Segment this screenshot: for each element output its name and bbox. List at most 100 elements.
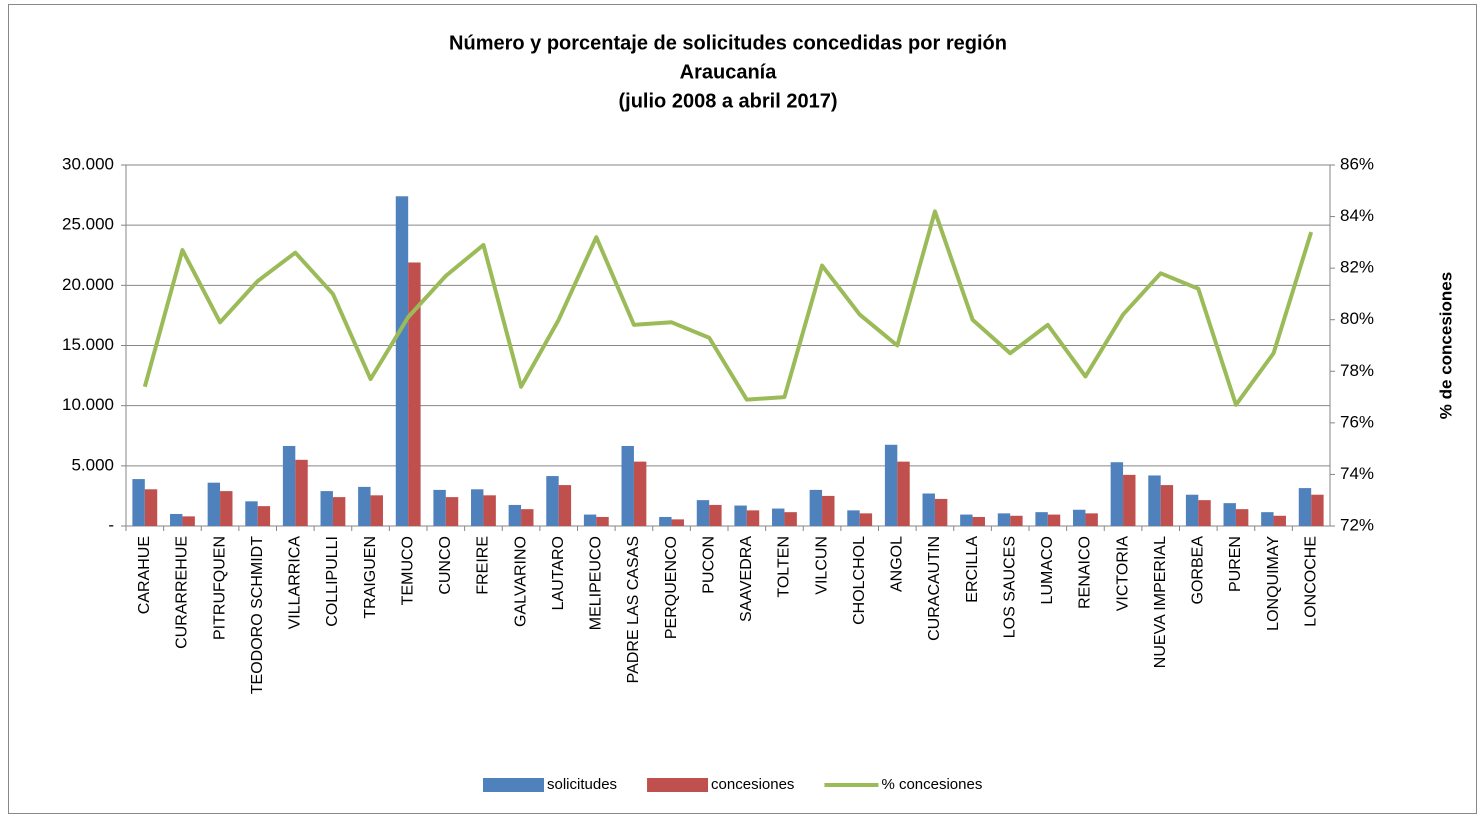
x-tick-label: LONQUIMAY — [1265, 536, 1282, 631]
bar — [558, 485, 572, 526]
x-tick-label: COLLIPULLI — [324, 536, 341, 627]
bar — [621, 445, 634, 526]
bar — [471, 489, 484, 526]
bar — [1123, 474, 1136, 526]
bar — [960, 514, 973, 526]
bar — [659, 516, 672, 526]
bar — [1223, 503, 1236, 526]
x-tick-label: LONCOCHE — [1302, 536, 1319, 627]
chart-frame — [8, 4, 1477, 814]
bar — [445, 497, 459, 526]
bar — [257, 506, 271, 526]
bar — [1160, 485, 1174, 526]
legend-swatch — [647, 778, 709, 792]
bar — [1198, 500, 1211, 526]
bar — [282, 445, 296, 526]
x-tick-label: CARAHUE — [136, 536, 153, 614]
y-tick-label: 5.000 — [71, 455, 114, 474]
bar — [370, 495, 383, 526]
bar — [1273, 515, 1286, 526]
bar — [132, 479, 145, 526]
bar — [358, 486, 371, 526]
x-tick-label: RENAICO — [1077, 536, 1094, 609]
bar — [395, 196, 409, 526]
x-tick-label: ANGOL — [889, 536, 906, 592]
x-tick-label: TEMUCO — [399, 536, 416, 605]
x-tick-label: VILLARRICA — [287, 536, 304, 630]
bar — [847, 510, 860, 526]
chart-title: Número y porcentaje de solicitudes conce… — [449, 32, 1007, 54]
x-tick-label: PITRUFQUEN — [211, 536, 228, 640]
y-tick-label: 10.000 — [62, 395, 114, 414]
bar — [1261, 512, 1274, 526]
x-tick-label: CURACAUTIN — [926, 536, 943, 641]
chart-title: (julio 2008 a abril 2017) — [619, 90, 838, 112]
x-tick-label: CUNCO — [437, 536, 454, 595]
x-tick-label: TEODORO SCHMIDT — [249, 536, 266, 694]
x-tick-label: CHOLCHOL — [851, 536, 868, 625]
bar — [696, 500, 710, 526]
y2-axis-label: % de concesiones — [1436, 272, 1455, 419]
x-tick-label: LUMACO — [1039, 536, 1056, 604]
bar — [772, 508, 785, 526]
bar — [1235, 509, 1249, 526]
line — [142, 209, 1314, 407]
y-tick-label: 15.000 — [62, 335, 114, 354]
bar — [144, 489, 158, 526]
x-tick-label: LOS SAUCES — [1001, 536, 1018, 638]
bar — [583, 514, 597, 526]
x-tick-label: PUCON — [700, 536, 717, 594]
bar — [1085, 513, 1098, 526]
chart-title: Araucanía — [680, 61, 778, 83]
x-tick-label: SAAVEDRA — [738, 536, 755, 622]
bar — [1148, 475, 1161, 526]
y2-tick-label: 78% — [1340, 361, 1374, 380]
legend-label: concesiones — [711, 776, 794, 793]
y-tick-label: 25.000 — [62, 215, 114, 234]
x-tick-label: PERQUENCO — [663, 536, 680, 639]
bar — [746, 510, 760, 526]
bar — [320, 491, 333, 526]
bar — [182, 516, 195, 526]
bar — [1110, 462, 1124, 526]
bar — [546, 476, 559, 526]
bar — [1311, 494, 1324, 526]
y2-tick-label: 84% — [1340, 206, 1374, 225]
x-tick-label: CURARREHUE — [174, 536, 191, 649]
bar — [596, 516, 609, 526]
x-tick-label: PADRE LAS CASAS — [625, 536, 642, 683]
x-tick-label: ERCILLA — [964, 536, 981, 603]
bar — [822, 495, 835, 526]
y2-tick-label: 82% — [1340, 258, 1374, 277]
bar — [1035, 512, 1048, 526]
bar — [332, 497, 346, 526]
bar — [1298, 488, 1312, 526]
legend-label: solicitudes — [547, 776, 617, 793]
bar — [433, 489, 446, 526]
y2-tick-label: 80% — [1340, 309, 1374, 328]
bar — [709, 504, 722, 526]
bar — [809, 489, 823, 526]
bar — [934, 498, 948, 526]
legend-swatch — [483, 778, 544, 792]
bar — [1010, 515, 1023, 526]
bar — [884, 444, 898, 526]
bar — [897, 461, 910, 526]
bar — [972, 516, 985, 526]
bar — [997, 513, 1011, 526]
x-tick-label: GALVARINO — [512, 536, 529, 627]
bar — [220, 491, 233, 526]
x-tick-label: TOLTEN — [776, 536, 793, 598]
bar — [633, 461, 647, 526]
y2-tick-label: 76% — [1340, 412, 1374, 431]
x-tick-label: NUEVA IMPERIAL — [1152, 536, 1169, 668]
bar — [207, 482, 221, 526]
y-tick-label: 20.000 — [62, 275, 114, 294]
y2-tick-label: 72% — [1340, 515, 1374, 534]
x-tick-label: FREIRE — [475, 536, 492, 595]
x-tick-label: LAUTARO — [550, 536, 567, 610]
bar — [784, 512, 797, 526]
x-tick-label: TRAIGUEN — [362, 536, 379, 619]
bar — [671, 519, 684, 526]
